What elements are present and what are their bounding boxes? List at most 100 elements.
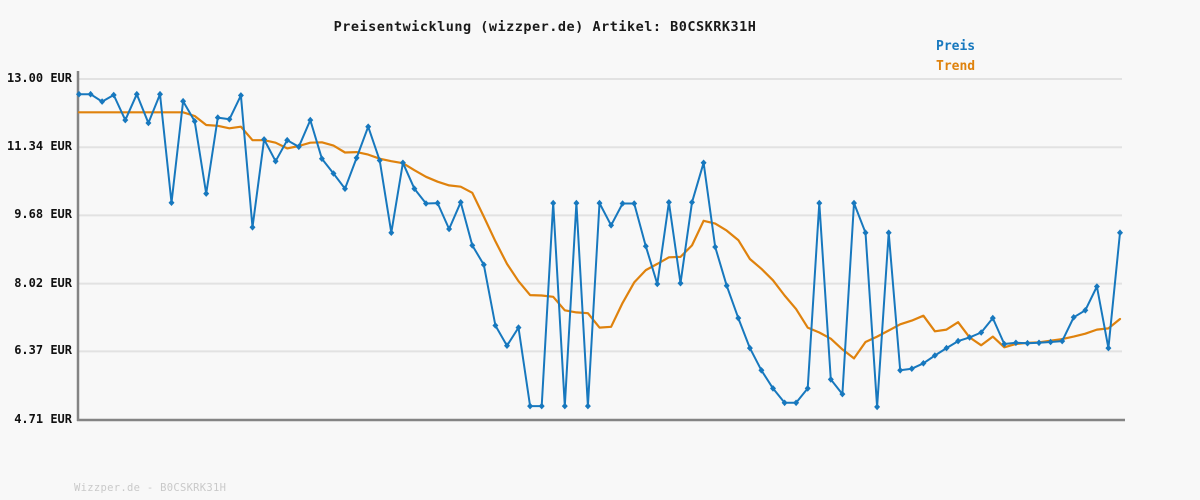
price-point-marker bbox=[261, 136, 268, 143]
price-point-marker bbox=[133, 90, 140, 98]
price-point-marker bbox=[342, 185, 348, 192]
price-point-marker bbox=[642, 242, 649, 250]
price-point-marker bbox=[897, 367, 904, 374]
price-point-marker bbox=[1059, 337, 1066, 345]
price-point-marker bbox=[770, 385, 776, 392]
y-axis-label: 8.02 EUR bbox=[14, 275, 72, 290]
price-point-marker bbox=[584, 402, 591, 410]
price-point-marker bbox=[550, 199, 557, 207]
price-point-marker bbox=[434, 199, 441, 207]
price-point-marker bbox=[318, 155, 325, 162]
price-point-marker bbox=[538, 402, 545, 410]
price-point-marker bbox=[515, 324, 522, 331]
price-point-marker bbox=[284, 136, 291, 144]
price-point-marker bbox=[1012, 339, 1019, 347]
y-axis-label: 13.00 EUR bbox=[6, 71, 72, 85]
price-point-marker bbox=[689, 199, 695, 206]
price-point-marker bbox=[1093, 283, 1100, 290]
price-point-marker bbox=[1105, 344, 1112, 352]
legend-item-trend: Trend bbox=[936, 59, 976, 74]
price-point-marker bbox=[966, 334, 973, 341]
price-point-marker bbox=[596, 199, 603, 207]
price-point-marker bbox=[839, 390, 846, 398]
price-point-marker bbox=[168, 199, 175, 206]
price-point-marker bbox=[746, 344, 753, 352]
price-point-marker bbox=[87, 90, 94, 98]
price-point-marker bbox=[99, 98, 106, 105]
price-point-marker bbox=[365, 123, 372, 130]
price-point-marker bbox=[122, 116, 129, 124]
price-point-marker bbox=[237, 92, 244, 99]
price-point-marker bbox=[804, 385, 811, 392]
price-point-marker bbox=[723, 282, 730, 289]
price-point-marker bbox=[353, 154, 360, 162]
price-point-marker bbox=[793, 399, 800, 407]
price-point-marker bbox=[561, 402, 568, 410]
price-point-marker bbox=[885, 229, 892, 236]
price-point-marker bbox=[399, 159, 406, 167]
price-point-marker bbox=[330, 170, 337, 177]
price-point-marker bbox=[145, 119, 152, 127]
price-point-marker bbox=[608, 222, 615, 229]
price-point-marker bbox=[931, 352, 938, 359]
price-point-marker bbox=[480, 261, 487, 268]
price-point-marker bbox=[226, 116, 233, 123]
price-point-marker bbox=[700, 159, 707, 167]
price-point-marker bbox=[214, 114, 221, 121]
price-point-marker bbox=[862, 229, 869, 236]
price-point-marker bbox=[943, 344, 950, 352]
price-point-marker bbox=[1024, 339, 1031, 347]
price-point-marker bbox=[203, 190, 210, 197]
price-point-marker bbox=[307, 116, 314, 124]
price-point-marker bbox=[469, 242, 476, 249]
price-point-marker bbox=[376, 157, 383, 164]
price-point-marker bbox=[781, 399, 788, 407]
price-point-marker bbox=[1036, 339, 1042, 347]
price-point-marker bbox=[978, 329, 985, 336]
price-point-marker bbox=[180, 97, 187, 105]
watermark-text: Wizzper.de - B0CSKRK31H bbox=[74, 482, 227, 494]
price-point-marker bbox=[619, 200, 626, 207]
price-point-marker bbox=[654, 280, 661, 288]
price-point-marker bbox=[908, 365, 915, 372]
price-point-marker bbox=[527, 402, 534, 410]
y-axis-label: 11.34 EUR bbox=[6, 139, 72, 154]
price-point-marker bbox=[665, 199, 672, 206]
price-point-marker bbox=[110, 91, 117, 99]
price-point-marker bbox=[157, 90, 163, 98]
price-point-marker bbox=[631, 200, 638, 207]
price-point-marker bbox=[989, 314, 996, 322]
price-point-marker bbox=[1117, 229, 1123, 236]
price-point-marker bbox=[411, 185, 418, 192]
price-point-marker bbox=[388, 229, 395, 236]
price-point-marker bbox=[851, 199, 857, 207]
legend-item-preis: Preis bbox=[936, 39, 976, 54]
price-point-marker bbox=[1070, 314, 1077, 321]
price-point-marker bbox=[573, 199, 580, 207]
y-axis-label: 4.71 EUR bbox=[14, 411, 72, 426]
price-point-marker bbox=[816, 199, 823, 207]
price-point-marker bbox=[423, 200, 429, 207]
price-point-marker bbox=[504, 342, 510, 349]
price-point-marker bbox=[191, 118, 198, 125]
price-point-marker bbox=[955, 337, 962, 345]
price-point-marker bbox=[492, 322, 499, 329]
price-point-marker bbox=[1047, 338, 1054, 346]
price-line bbox=[78, 93, 1121, 408]
price-point-marker bbox=[1001, 340, 1008, 348]
price-point-marker bbox=[457, 199, 464, 206]
price-point-marker bbox=[758, 367, 765, 374]
price-point-marker bbox=[920, 360, 927, 367]
price-point-marker bbox=[249, 224, 256, 231]
y-axis-label: 6.37 EUR bbox=[14, 343, 72, 358]
price-point-marker bbox=[76, 90, 82, 98]
price-point-marker bbox=[735, 314, 742, 322]
price-point-marker bbox=[827, 376, 834, 383]
chart-title: Preisentwicklung (wizzper.de) Artikel: B… bbox=[333, 19, 757, 35]
price-point-marker bbox=[677, 279, 684, 287]
price-point-marker bbox=[1082, 307, 1089, 314]
y-axis-label: 9.68 EUR bbox=[14, 207, 72, 222]
price-point-marker bbox=[295, 143, 302, 151]
